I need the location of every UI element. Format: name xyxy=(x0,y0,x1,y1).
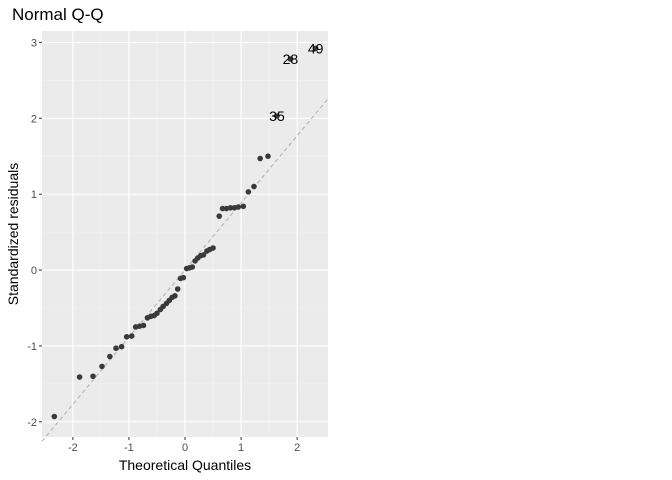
data-point xyxy=(251,183,257,190)
x-tick-label: 1 xyxy=(238,442,244,454)
data-points xyxy=(51,45,319,420)
major-grid xyxy=(42,31,328,437)
data-point xyxy=(154,310,160,317)
data-point xyxy=(210,245,216,251)
data-point xyxy=(118,343,125,350)
data-point xyxy=(123,334,130,340)
y-tick-label: 3 xyxy=(31,37,37,49)
data-point xyxy=(90,373,96,380)
y-tick-label: 0 xyxy=(31,265,37,277)
data-point xyxy=(245,189,252,195)
data-point xyxy=(240,203,247,210)
data-point xyxy=(216,213,223,219)
point-labels: 35 28 49 xyxy=(269,40,323,124)
data-point xyxy=(200,252,207,258)
point-label: 49 xyxy=(308,40,324,56)
y-tick-label: -2 xyxy=(27,417,37,429)
data-point xyxy=(107,353,113,360)
x-axis-ticks: -2 -1 0 1 2 xyxy=(68,437,300,454)
x-tick-label: 2 xyxy=(294,442,300,454)
data-point xyxy=(140,322,147,329)
data-point xyxy=(189,264,196,270)
y-axis-title: Standardized residuals xyxy=(5,163,21,305)
data-point xyxy=(274,113,280,119)
data-point xyxy=(219,205,226,212)
data-point xyxy=(51,413,58,420)
data-point xyxy=(172,293,178,299)
data-point xyxy=(257,155,263,162)
y-tick-label: 1 xyxy=(31,189,37,201)
point-label: 28 xyxy=(283,51,299,67)
x-tick-label: -1 xyxy=(124,442,134,454)
y-axis-ticks: -2 -1 0 1 2 3 xyxy=(27,37,42,429)
y-tick-label: 2 xyxy=(31,113,37,125)
x-tick-label: -2 xyxy=(68,442,78,454)
y-tick-label: -1 xyxy=(27,341,37,353)
data-point xyxy=(174,286,181,292)
data-point xyxy=(312,45,319,52)
data-point xyxy=(265,153,271,160)
x-tick-label: 0 xyxy=(182,442,188,454)
point-label: 35 xyxy=(269,108,285,124)
data-point xyxy=(235,204,242,210)
data-point xyxy=(128,333,135,339)
data-point xyxy=(113,345,119,352)
data-point xyxy=(287,56,294,62)
x-axis-title: Theoretical Quantiles xyxy=(119,457,251,473)
data-point xyxy=(180,274,187,281)
data-point xyxy=(76,374,83,380)
data-point xyxy=(99,363,105,370)
chart-title: Normal Q-Q xyxy=(12,5,104,24)
reference-line xyxy=(42,99,328,442)
data-point xyxy=(227,205,234,211)
